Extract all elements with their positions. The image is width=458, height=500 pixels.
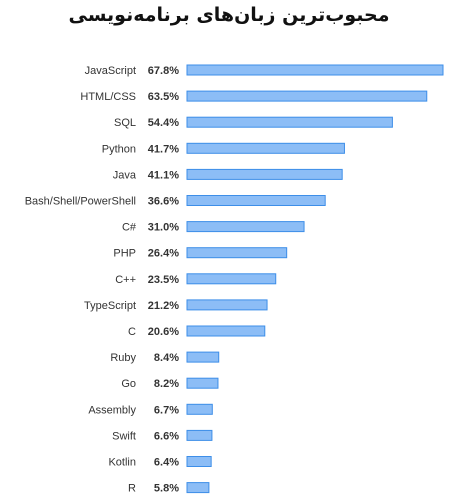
value-label: 6.6%	[154, 430, 179, 442]
value-label: 6.7%	[154, 404, 179, 416]
bar	[186, 456, 212, 467]
value-label: 6.4%	[154, 457, 179, 469]
category-label: Java	[113, 169, 137, 181]
bar	[186, 64, 444, 76]
bar	[186, 299, 268, 311]
category-label: PHP	[113, 248, 136, 260]
category-label: TypeScript	[84, 300, 136, 312]
value-label: 8.2%	[154, 378, 179, 390]
bar	[186, 221, 305, 233]
value-label: 8.4%	[154, 352, 179, 364]
bar	[186, 90, 428, 102]
bar	[186, 351, 220, 363]
value-label: 54.4%	[148, 117, 179, 129]
bar	[186, 168, 343, 180]
value-label: 41.7%	[148, 143, 179, 155]
category-label: SQL	[114, 117, 136, 129]
category-label: Python	[102, 143, 136, 155]
bar	[186, 142, 345, 154]
bar	[186, 116, 393, 128]
category-label: C#	[122, 222, 137, 234]
bars-group: JavaScript 67.8% HTML/CSS 63.5% SQL 54.4% Pyth…	[25, 64, 444, 495]
value-label: 26.4%	[148, 248, 179, 260]
value-label: 41.1%	[148, 169, 179, 181]
bar	[186, 273, 277, 285]
bar	[186, 377, 219, 389]
value-label: 67.8%	[148, 65, 179, 77]
category-label: C++	[115, 274, 136, 286]
value-label: 63.5%	[148, 91, 179, 103]
category-label: C	[128, 326, 136, 338]
bar	[186, 195, 326, 206]
category-label: Swift	[112, 430, 136, 442]
bar	[186, 325, 266, 337]
value-label: 23.5%	[148, 274, 179, 286]
category-label: Ruby	[110, 352, 136, 364]
value-label: 5.8%	[154, 483, 179, 495]
value-label: 31.0%	[148, 222, 179, 234]
category-label: HTML/CSS	[80, 91, 136, 103]
bar	[186, 247, 288, 259]
category-label: Go	[121, 378, 136, 390]
category-label: Bash/Shell/PowerShell	[25, 196, 136, 208]
bar	[186, 403, 213, 415]
category-label: Kotlin	[108, 457, 136, 469]
chart-title: محبوب‌ترین زبان‌های برنامه‌نویسی	[68, 4, 390, 26]
value-label: 20.6%	[148, 326, 179, 338]
category-label: Assembly	[88, 404, 136, 416]
category-label: R	[128, 483, 136, 495]
bar	[186, 482, 210, 494]
bar	[186, 429, 213, 441]
category-label: JavaScript	[85, 65, 136, 77]
value-label: 21.2%	[148, 300, 179, 312]
value-label: 36.6%	[148, 196, 179, 208]
